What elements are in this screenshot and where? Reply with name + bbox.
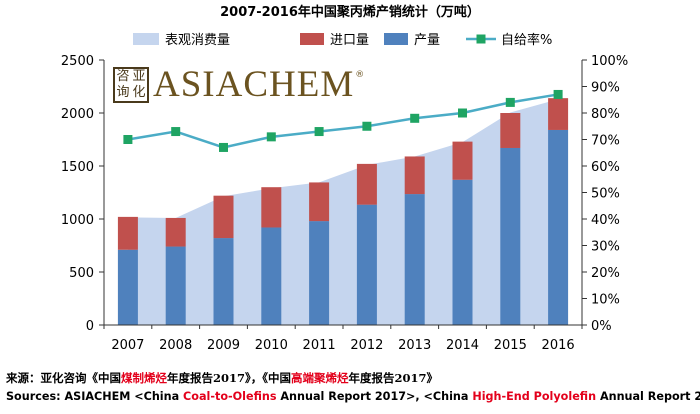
legend-label-3: 自给率% — [501, 32, 552, 48]
y-left-tick-label-0: 0 — [86, 319, 94, 334]
point-self-sufficiency-2009 — [219, 142, 228, 152]
legend-swatch-0 — [133, 33, 159, 45]
y-left-tick-label-1500: 1500 — [61, 160, 94, 175]
plot-area: 0 500 1000 1500 2000 2500 0% 10% 20% 30% 40% 50% 60%… — [61, 54, 628, 353]
chart-title: 2007-2016年中国聚丙烯产销统计（万吨） — [220, 4, 480, 20]
x-tick-label-2009: 2009 — [207, 338, 240, 353]
x-tick-label-2015: 2015 — [494, 338, 527, 353]
bar-import-2007 — [117, 216, 138, 250]
source-en-segment-1: Coal-to-Olefins — [183, 390, 277, 403]
y-right-tick-label-6: 60% — [591, 160, 620, 175]
point-self-sufficiency-2015 — [505, 97, 515, 107]
source-en-segment-2: Annual Report 2017>, <China — [276, 390, 473, 403]
legend-swatch-1 — [300, 33, 324, 45]
registered-mark: ® — [355, 70, 365, 80]
legend-swatch-2 — [384, 33, 408, 45]
y-right-tick-label-5: 50% — [591, 187, 620, 202]
legend-label-2: 产量 — [414, 33, 440, 48]
point-self-sufficiency-2008 — [171, 127, 181, 137]
bar-import-2015 — [500, 113, 521, 148]
source-en-segment-0: Sources: ASIACHEM <China — [6, 390, 184, 403]
y-right-tick-label-7: 70% — [591, 134, 620, 149]
y-left-tick-label-500: 500 — [69, 266, 94, 281]
y-right-tick-label-0: 0% — [591, 319, 612, 334]
bar-production-2009 — [213, 238, 234, 325]
legend-label-0: 表观消费量 — [165, 33, 230, 48]
source-cn-segment-2: 年度报告2017》，《中国 — [167, 371, 292, 385]
source-note-english: Sources: ASIACHEM <China Coal-to-Olefins… — [6, 389, 700, 405]
bar-production-2016 — [548, 129, 569, 325]
point-self-sufficiency-2016 — [553, 89, 563, 99]
bar-import-2016 — [548, 98, 569, 130]
legend-label-1: 进口量 — [330, 33, 369, 48]
line-self-sufficiency — [127, 93, 559, 149]
bar-production-2008 — [165, 246, 186, 325]
x-tick-label-2013: 2013 — [398, 338, 431, 353]
source-en-segment-3: High-End Polyolefin — [472, 390, 597, 403]
y-left-tick-label-2500: 2500 — [61, 54, 94, 69]
x-tick-label-2008: 2008 — [159, 338, 192, 353]
source-cn-segment-0: 来源：亚化咨询《中国 — [6, 371, 121, 385]
point-self-sufficiency-2011 — [314, 127, 324, 137]
y-right-tick-label-2: 20% — [591, 266, 620, 281]
point-self-sufficiency-2014 — [458, 108, 467, 118]
asiachem-logo: 咨亚 询化 ASIACHEM ® — [113, 66, 364, 104]
source-cn-segment-1: 煤制烯烃 — [121, 371, 167, 385]
area-apparent-consumption — [127, 99, 559, 325]
point-self-sufficiency-2012 — [362, 121, 372, 131]
y-right-tick-label-8: 80% — [591, 107, 620, 122]
chart: 2007-2016年中国聚丙烯产销统计（万吨） 表观消费量 进口量 产量 自给率% 0… — [61, 4, 628, 353]
source-cn-segment-4: 年度报告2017》 — [348, 371, 439, 385]
y-left-tick-label-2000: 2000 — [61, 107, 94, 122]
x-tick-label-2011: 2011 — [303, 338, 336, 353]
point-self-sufficiency-2007 — [123, 135, 133, 144]
y-right-tick-label-4: 40% — [591, 213, 620, 228]
bar-import-2008 — [165, 217, 186, 247]
bar-import-2010 — [261, 187, 282, 228]
bar-production-2007 — [117, 249, 138, 325]
bar-import-2012 — [356, 163, 377, 205]
source-note-chinese: 来源：亚化咨询《中国煤制烯烃年度报告2017》，《中国高端聚烯烃年度报告2017… — [6, 370, 438, 386]
bar-production-2013 — [404, 194, 425, 325]
y-left-tick-label-1000: 1000 — [61, 213, 94, 228]
bar-import-2013 — [404, 156, 425, 195]
legend: 表观消费量 进口量 产量 自给率% — [133, 32, 552, 48]
bar-import-2009 — [213, 195, 234, 239]
legend-swatch-marker-3 — [476, 34, 486, 44]
logo-seal: 咨亚 询化 — [113, 67, 149, 103]
bar-production-2012 — [356, 204, 377, 325]
bar-import-2011 — [309, 182, 330, 222]
bar-production-2015 — [500, 147, 521, 325]
x-tick-label-2014: 2014 — [446, 338, 479, 353]
y-right-tick-label-10: 100% — [591, 54, 628, 69]
logo-wordmark: ASIACHEM — [153, 64, 355, 105]
bar-import-2014 — [452, 141, 473, 180]
bar-production-2010 — [261, 227, 282, 325]
x-tick-label-2007: 2007 — [111, 338, 144, 353]
y-right-tick-label-3: 30% — [591, 240, 620, 255]
x-tick-label-2010: 2010 — [255, 338, 288, 353]
bar-production-2011 — [309, 221, 330, 325]
point-self-sufficiency-2013 — [410, 113, 420, 123]
point-self-sufficiency-2010 — [266, 132, 276, 142]
source-cn-segment-3: 高端聚烯烃 — [291, 371, 349, 385]
x-tick-label-2012: 2012 — [350, 338, 383, 353]
y-right-tick-label-1: 10% — [591, 293, 620, 308]
source-en-segment-4: Annual Report 2017> — [599, 390, 700, 403]
x-tick-label-2016: 2016 — [542, 338, 575, 353]
bar-production-2014 — [452, 179, 473, 325]
y-right-tick-label-9: 90% — [591, 81, 620, 96]
